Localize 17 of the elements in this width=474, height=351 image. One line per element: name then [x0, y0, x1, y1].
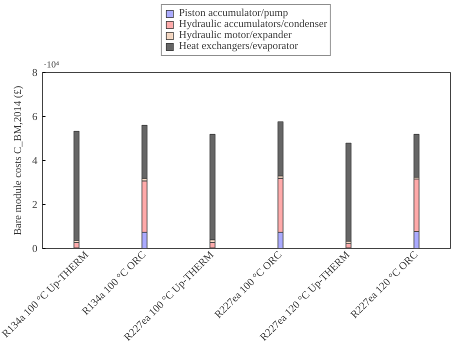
bar — [346, 142, 352, 242]
legend-label: Hydraulic motor/expander — [178, 30, 292, 41]
bar — [142, 124, 148, 179]
y-tick-label: 2 — [32, 200, 38, 211]
legend-label: Hydraulic accumulators/condenser — [178, 19, 328, 30]
y-tick-label: 4 — [32, 156, 38, 167]
legend-label: Piston accumulator/pump — [178, 8, 288, 19]
y-tick-label: 0 — [32, 244, 38, 255]
bar — [74, 130, 80, 241]
y-axis-title: Bare module costs C_BM,2014 (£) — [13, 85, 24, 236]
legend-label: Heat exchangers/evaporator — [178, 41, 298, 52]
bar — [210, 242, 216, 248]
text: ·10⁴ — [44, 60, 60, 70]
y-tick-label: 8 — [32, 68, 38, 79]
bar — [210, 134, 216, 240]
y-tick-label: 6 — [32, 112, 38, 123]
bar — [278, 121, 284, 176]
